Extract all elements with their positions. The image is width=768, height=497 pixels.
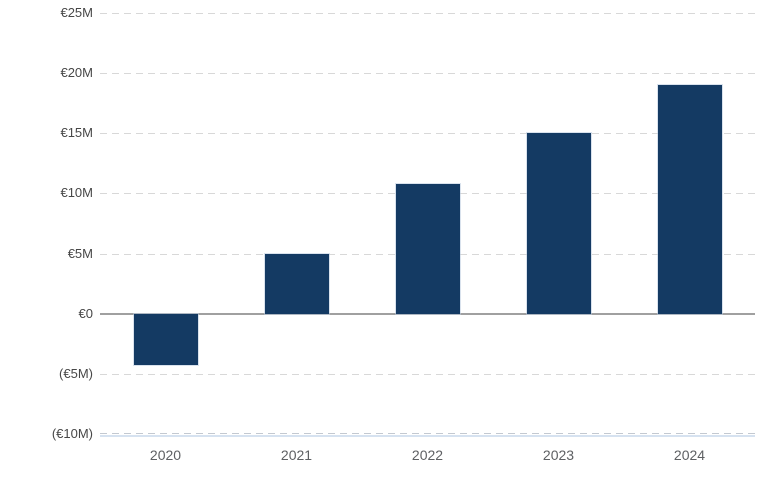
gridline [100, 373, 755, 375]
x-axis-label-2022: 2022 [411, 447, 444, 463]
gridline [100, 133, 755, 135]
y-axis-tick-label: (€5M) [59, 365, 93, 381]
x-axis-label-2020: 2020 [149, 447, 182, 463]
x-axis-line [100, 434, 755, 437]
gridline [100, 73, 755, 75]
y-axis-tick-label: €10M [60, 185, 93, 201]
gridline-bottom [100, 433, 755, 434]
bar-2020[interactable] [133, 313, 198, 366]
y-axis-tick-label: €25M [60, 5, 93, 20]
bar-2024[interactable] [657, 85, 722, 314]
gridline [100, 13, 755, 14]
y-axis-tick-label: (€10M) [51, 426, 93, 441]
x-axis-label-2024: 2024 [673, 447, 706, 463]
y-axis-tick-label: €5M [67, 245, 93, 261]
y-axis-tick-label: €0 [78, 305, 93, 321]
bar-2022[interactable] [395, 183, 460, 314]
y-axis-tick-label: €15M [60, 125, 93, 141]
x-axis-label-2023: 2023 [542, 447, 575, 463]
bar-2023[interactable] [526, 133, 591, 314]
bar-2021[interactable] [264, 253, 329, 314]
y-axis-tick-label: €20M [60, 65, 93, 81]
zero-axis-line [100, 312, 755, 315]
x-axis-label-2021: 2021 [280, 447, 313, 463]
